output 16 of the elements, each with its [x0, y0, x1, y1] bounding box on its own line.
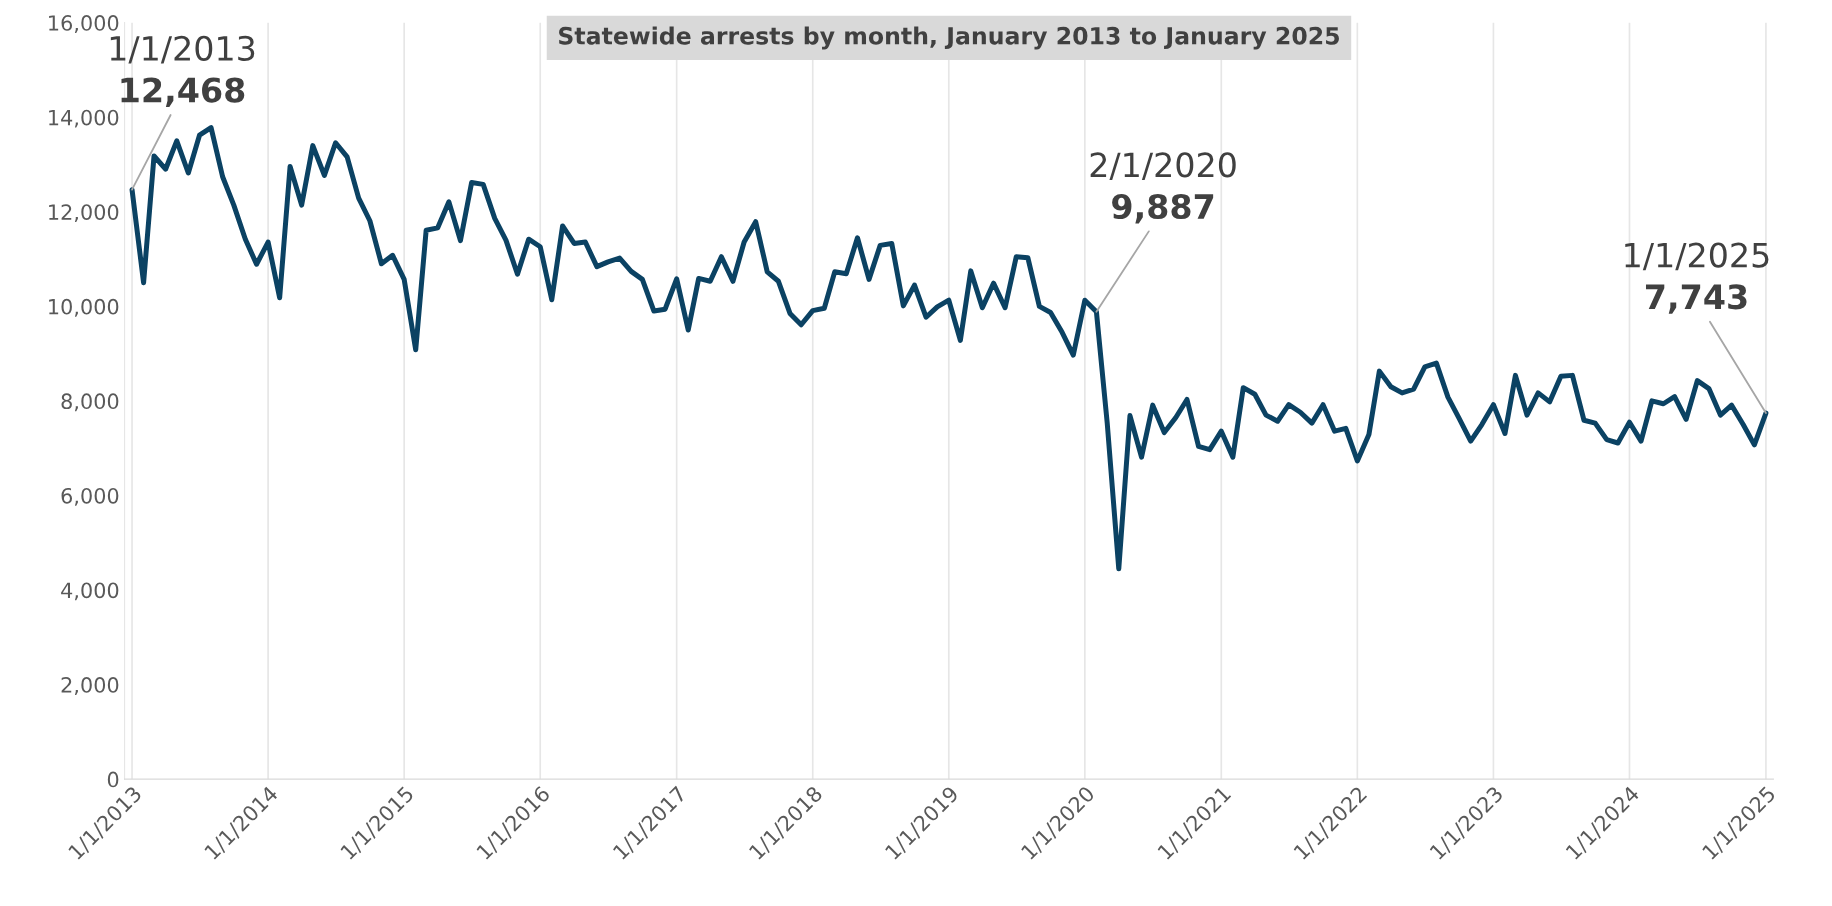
annotation: 1/1/2025 [1625, 242, 1769, 271]
annotation: 1/1/2013 [110, 35, 255, 64]
y-tick-label: 2,000 [61, 677, 119, 695]
annotation: 9,887 [1112, 193, 1214, 224]
y-tick-label: 8,000 [61, 393, 119, 412]
y-tick-label: 14,000 [49, 109, 119, 128]
y-tick-label: 12,000 [49, 204, 119, 223]
annotation: 7,743 [1645, 284, 1747, 314]
chart-title: Statewide arrests by month, January 2013 to January 2025 [559, 26, 1339, 50]
y-tick-label: 16,000 [49, 15, 119, 33]
y-tick-label: 4,000 [61, 582, 119, 601]
y-tick-label: 6,000 [61, 487, 119, 506]
y-tick-label: 10,000 [49, 298, 119, 317]
annotation: 12,468 [121, 77, 245, 107]
y-tick-label: 0 [107, 771, 119, 788]
annotation: 2/1/2020 [1090, 152, 1236, 181]
